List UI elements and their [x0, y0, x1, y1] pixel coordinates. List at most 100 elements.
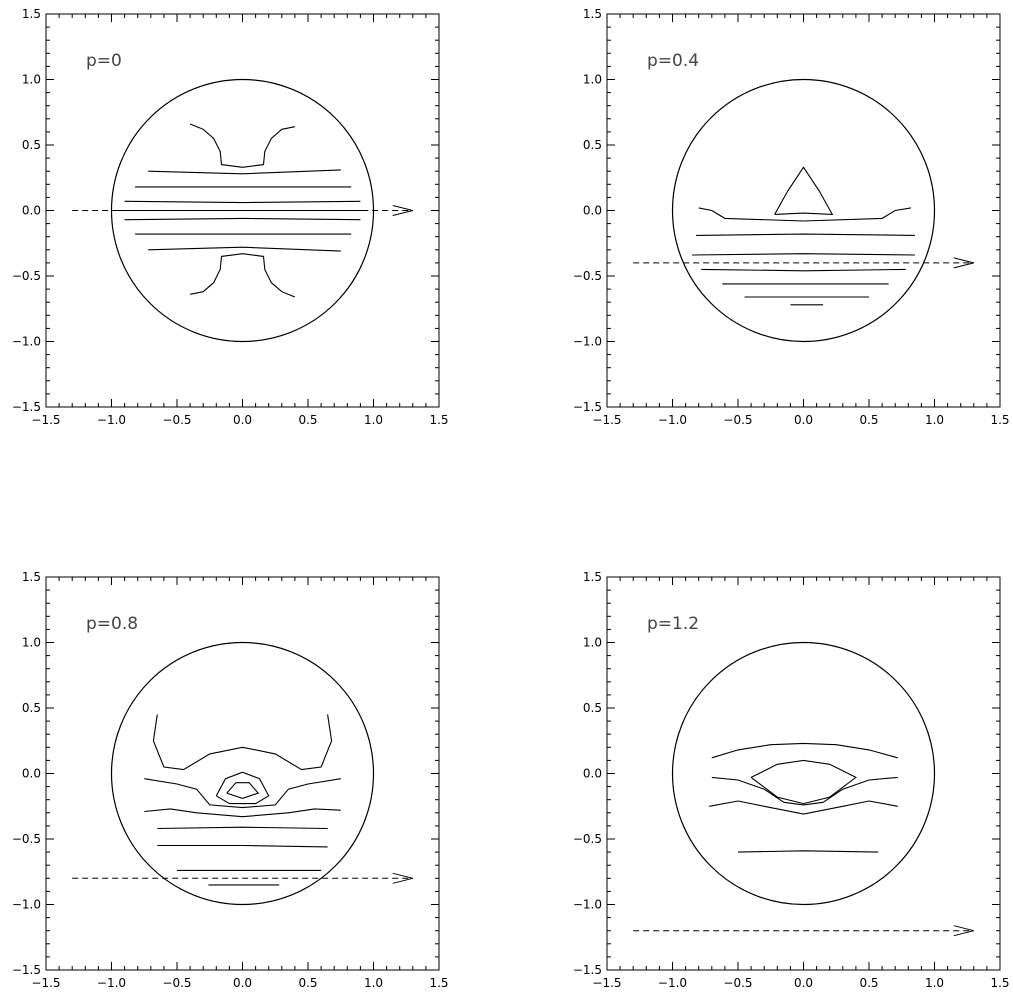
x-tick-label: 1.5: [990, 413, 1009, 427]
y-tick-label: 0.5: [583, 701, 602, 715]
axis-ticks: [606, 576, 1001, 971]
plot-frame: [606, 576, 1001, 971]
x-tick-label: 0.0: [233, 976, 252, 990]
y-tick-label: 1.0: [583, 636, 602, 650]
x-tick-label: 0.5: [859, 413, 878, 427]
contour-line: [144, 778, 341, 809]
y-tick-label: −0.5: [573, 269, 602, 283]
y-tick-label: −1.0: [12, 898, 41, 912]
y-tick-label: 1.5: [22, 7, 41, 21]
y-tick-label: −0.5: [12, 832, 41, 846]
boundary-circle: [671, 641, 936, 906]
y-tick-label: −1.5: [573, 400, 602, 414]
x-tick-label: −0.5: [723, 976, 752, 990]
x-tick-label: 0.0: [794, 413, 813, 427]
y-tick-label: 0.0: [583, 204, 602, 218]
contour-line: [124, 217, 361, 221]
x-tick-label: 1.5: [429, 413, 448, 427]
x-tick-label: −0.5: [162, 976, 191, 990]
y-tick-label: 1.0: [22, 636, 41, 650]
x-tick-label: −0.5: [723, 413, 752, 427]
panel-2: −1.5 −1.0 −0.5 0.0 0.5 1.0 1.5 −1.5 −1.0 −0.5 0.0 0…: [573, 7, 1010, 427]
arrow-head: [392, 205, 413, 216]
y-tick-label: 0.5: [22, 701, 41, 715]
x-tick-label: 0.0: [233, 413, 252, 427]
panel-3: −1.5 −1.0 −0.5 0.0 0.5 1.0 1.5 −1.5 −1.0 −0.5 0.0 0…: [12, 570, 449, 990]
arrow-head: [953, 257, 974, 269]
panel-label: p=0: [86, 51, 122, 71]
y-tick-label: 0.0: [22, 767, 41, 781]
x-tick-label: −1.5: [31, 413, 60, 427]
x-tick-label: −1.0: [658, 976, 687, 990]
panel-label: p=1.2: [647, 614, 699, 634]
y-tick-label: −0.5: [12, 269, 41, 283]
contour-line: [698, 207, 911, 222]
y-tick-label: 0.5: [22, 138, 41, 152]
x-tick-label: −1.5: [31, 976, 60, 990]
y-tick-label: 0.0: [583, 767, 602, 781]
y-tick-label: −1.5: [573, 963, 602, 977]
contour-line: [701, 268, 906, 272]
y-tick-label: −0.5: [573, 832, 602, 846]
y-tick-label: 0.5: [583, 138, 602, 152]
y-tick-label: 1.5: [583, 7, 602, 21]
contour-line: [124, 200, 361, 204]
contour-line: [774, 166, 834, 215]
x-tick-label: −1.0: [97, 413, 126, 427]
y-tick-label: 1.5: [22, 570, 41, 584]
contour-line: [696, 233, 915, 236]
plot-frame: [606, 13, 1001, 408]
plot-frame: [45, 576, 440, 971]
contour-line: [148, 169, 341, 175]
x-tick-label: 1.0: [925, 976, 944, 990]
contour-line: [148, 246, 341, 252]
x-tick-label: 0.5: [859, 976, 878, 990]
contour-line: [189, 253, 296, 298]
arrow-head: [392, 872, 413, 884]
contour-line: [157, 826, 328, 830]
x-tick-label: −1.0: [658, 413, 687, 427]
panel-label: p=0.8: [86, 614, 138, 634]
contours: [709, 742, 898, 853]
contours: [144, 714, 341, 886]
axis-ticks: [45, 13, 440, 408]
panel-4: −1.5 −1.0 −0.5 0.0 0.5 1.0 1.5 −1.5 −1.0 −0.5 0.0 0…: [573, 570, 1010, 990]
x-tick-label: 1.5: [429, 976, 448, 990]
contour-line: [189, 123, 296, 168]
y-tick-label: −1.0: [573, 898, 602, 912]
panel-label: p=0.4: [647, 51, 699, 71]
x-tick-label: 1.5: [990, 976, 1009, 990]
x-tick-label: 1.0: [925, 413, 944, 427]
y-tick-label: 1.0: [22, 73, 41, 87]
panel-1: −1.5 −1.0 −0.5 0.0 0.5 1.0 1.5 −1.5 −1.0 −0.5 0.0 0…: [12, 7, 449, 427]
x-tick-label: 0.5: [298, 976, 317, 990]
x-tick-label: −1.5: [592, 413, 621, 427]
contour-line: [144, 808, 341, 818]
x-tick-label: −1.0: [97, 976, 126, 990]
contour-line: [215, 771, 270, 805]
contour-line: [692, 253, 915, 256]
y-tick-label: −1.0: [12, 335, 41, 349]
arrow-head: [953, 925, 974, 937]
y-tick-label: 1.5: [583, 570, 602, 584]
x-tick-label: 1.0: [364, 976, 383, 990]
axis-ticks: [606, 13, 1001, 408]
y-tick-label: 0.0: [22, 204, 41, 218]
y-tick-label: −1.5: [12, 400, 41, 414]
contour-line: [226, 782, 260, 799]
y-tick-label: 1.0: [583, 73, 602, 87]
axis-ticks: [45, 576, 440, 971]
contour-line: [157, 844, 328, 848]
y-tick-label: −1.5: [12, 963, 41, 977]
x-tick-label: −1.5: [592, 976, 621, 990]
x-tick-label: −0.5: [162, 413, 191, 427]
contour-line: [152, 714, 333, 771]
contour-line: [711, 742, 898, 759]
x-tick-label: 1.0: [364, 413, 383, 427]
boundary-circle: [671, 78, 936, 343]
boundary-circle: [110, 641, 375, 906]
contour-line: [711, 776, 898, 806]
contour-line: [737, 850, 879, 853]
contour-line: [709, 800, 898, 815]
